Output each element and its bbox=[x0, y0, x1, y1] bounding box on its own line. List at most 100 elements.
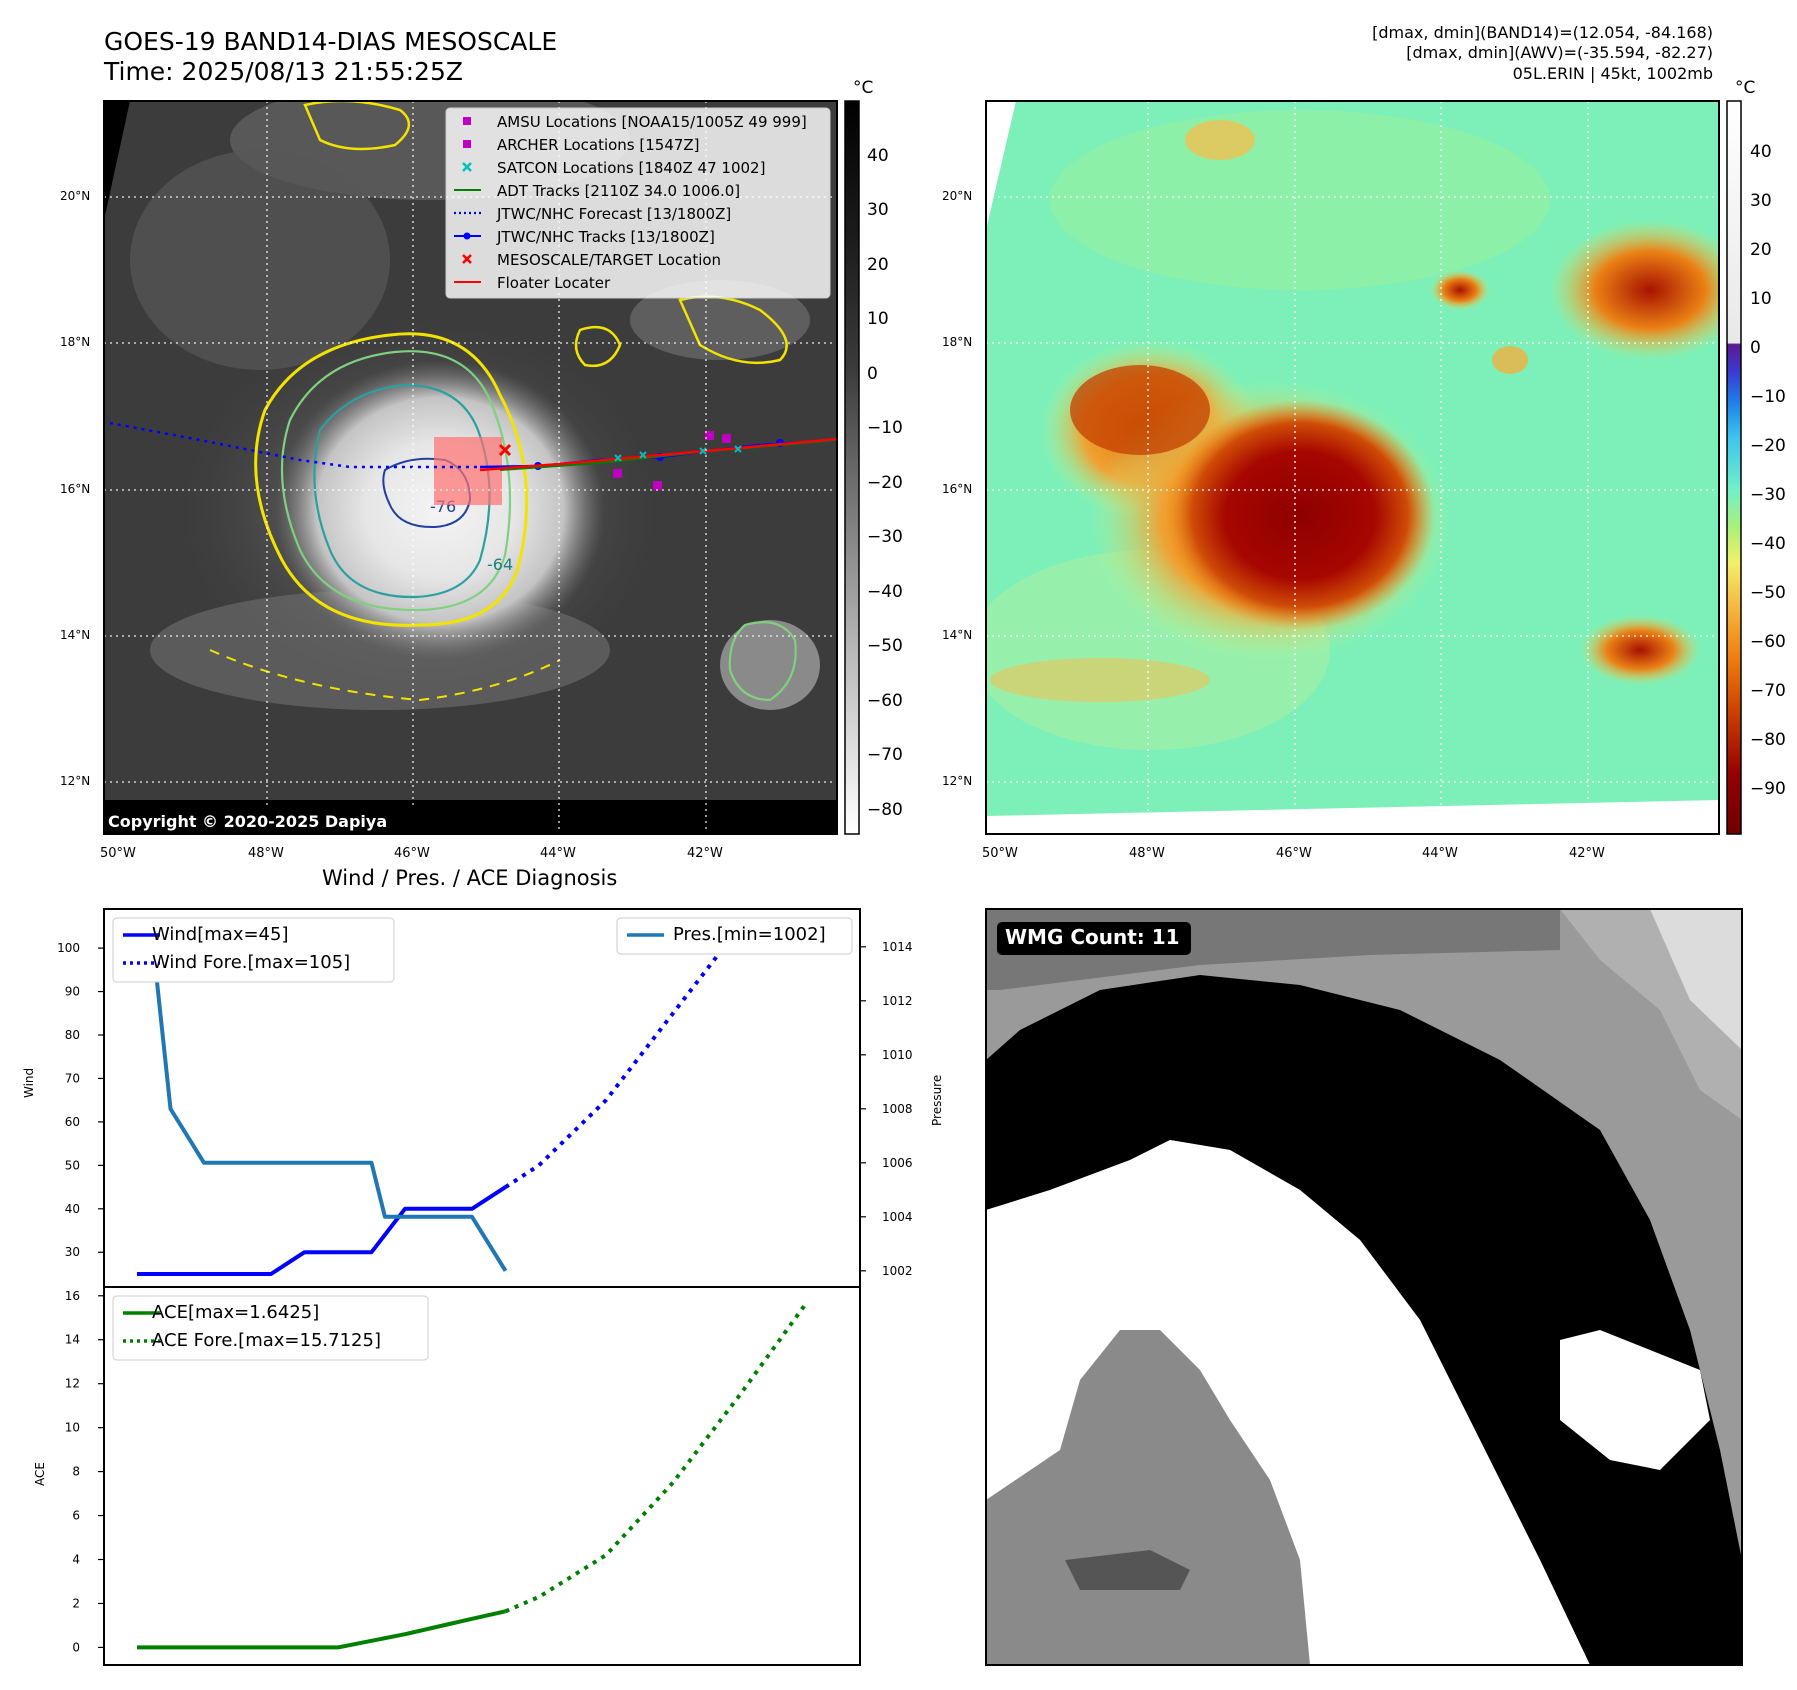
ir-cbar-tick: −10 bbox=[867, 418, 903, 438]
y-tick-label: 10 bbox=[65, 1421, 80, 1435]
wmg-count-label: WMG Count: 11 bbox=[1005, 925, 1180, 949]
ace-legend bbox=[112, 1295, 429, 1361]
lon-label: 48°W bbox=[248, 846, 284, 861]
lat-label: 18°N bbox=[60, 335, 91, 349]
lon-label: 44°W bbox=[1422, 846, 1458, 861]
awv-cbar-tick: −30 bbox=[1750, 485, 1786, 505]
mesoscale-target-marker bbox=[498, 443, 512, 457]
lon-label: 50°W bbox=[100, 846, 136, 861]
diagnosis-title: Wind / Pres. / ACE Diagnosis bbox=[322, 866, 618, 890]
main-title: GOES-19 BAND14-DIAS MESOSCALE bbox=[104, 27, 558, 56]
satcon-markers bbox=[614, 445, 742, 462]
awv-cbar-tick: 0 bbox=[1750, 338, 1761, 358]
y-tick-label: 80 bbox=[65, 1028, 80, 1042]
y2-tick-label: 1010 bbox=[882, 1048, 913, 1062]
series-line bbox=[504, 924, 807, 1189]
y-tick-label: 100 bbox=[57, 941, 80, 955]
y-tick-label: 12 bbox=[65, 1377, 80, 1391]
ir-cbar-tick: −80 bbox=[867, 800, 903, 820]
y2-tick-label: 1006 bbox=[882, 1156, 913, 1170]
ir-cbar-tick: −50 bbox=[867, 636, 903, 656]
awv-cbar-tick: −40 bbox=[1750, 534, 1786, 554]
lat-label: 12°N bbox=[60, 774, 91, 788]
y2-tick-label: 1004 bbox=[882, 1210, 913, 1224]
legend-jtwc-forecast: JTWC/NHC Forecast [13/1800Z] bbox=[497, 205, 732, 223]
awv-cbar-tick: 40 bbox=[1750, 142, 1772, 162]
awv-cbar-tick: −20 bbox=[1750, 436, 1786, 456]
lat-label: 18°N bbox=[942, 335, 973, 349]
legend-satcon: SATCON Locations [1840Z 47 1002] bbox=[497, 159, 766, 177]
map-legend bbox=[445, 107, 831, 299]
awv-cbar-tick: −10 bbox=[1750, 387, 1786, 407]
floater-locater bbox=[479, 437, 837, 472]
legend-wind: Wind[max=45] bbox=[152, 924, 289, 945]
y-tick-label: 60 bbox=[65, 1115, 80, 1129]
y2-tick-label: 1008 bbox=[882, 1102, 913, 1116]
copyright-label: Copyright © 2020-2025 Dapiya bbox=[108, 812, 388, 831]
y2-tick-label: 1014 bbox=[882, 940, 913, 954]
awv-cbar-tick: −70 bbox=[1750, 681, 1786, 701]
y-tick-label: 50 bbox=[65, 1158, 80, 1172]
contour-label-64: -64 bbox=[487, 555, 513, 574]
ir-cbar-tick: 20 bbox=[867, 255, 889, 275]
wind-axis-label: Wind bbox=[22, 1067, 36, 1098]
lon-label: 42°W bbox=[687, 846, 723, 861]
lon-label: 44°W bbox=[540, 846, 576, 861]
awv-range: [dmax, dmin](AWV)=(-35.594, -82.27) bbox=[1406, 43, 1713, 62]
y-tick-label: 4 bbox=[72, 1553, 80, 1567]
lon-label: 46°W bbox=[394, 846, 430, 861]
y2-tick-label: 1002 bbox=[882, 1264, 913, 1278]
ir-cbar-tick: 10 bbox=[867, 309, 889, 329]
ir-map-imagery: -76 -64 bbox=[104, 101, 837, 834]
legend-archer: ARCHER Locations [1547Z] bbox=[497, 136, 700, 154]
awv-colorbar bbox=[1726, 100, 1742, 835]
y-tick-label: 0 bbox=[72, 1640, 80, 1654]
awv-map-grid bbox=[986, 101, 1719, 834]
lat-label: 14°N bbox=[60, 628, 91, 642]
awv-cbar-tick: −80 bbox=[1750, 730, 1786, 750]
awv-map-imagery bbox=[986, 101, 1719, 834]
legend-amsu: AMSU Locations [NOAA15/1005Z 49 999] bbox=[497, 113, 807, 131]
legend-jtwc-tracks: JTWC/NHC Tracks [13/1800Z] bbox=[497, 228, 715, 246]
y-tick-label: 70 bbox=[65, 1071, 80, 1085]
band14-range: [dmax, dmin](BAND14)=(12.054, -84.168) bbox=[1372, 23, 1713, 42]
series-line bbox=[137, 1609, 506, 1650]
awv-cbar-tick: −90 bbox=[1750, 779, 1786, 799]
series-line bbox=[137, 1185, 507, 1276]
wmg-imagery bbox=[986, 909, 1742, 1665]
lat-label: 16°N bbox=[942, 482, 973, 496]
pressure-legend bbox=[616, 917, 853, 955]
awv-cbar-tick: −60 bbox=[1750, 632, 1786, 652]
ir-cbar-tick: −20 bbox=[867, 473, 903, 493]
ace-axis-label: ACE bbox=[33, 1462, 47, 1486]
awv-cbar-tick: 10 bbox=[1750, 289, 1772, 309]
legend-ace-forecast: ACE Fore.[max=15.7125] bbox=[152, 1330, 381, 1351]
y-tick-label: 16 bbox=[65, 1289, 80, 1303]
legend-wind-forecast: Wind Fore.[max=105] bbox=[152, 952, 351, 973]
awv-colorbar-unit: °C bbox=[1735, 78, 1756, 98]
awv-cbar-tick: 30 bbox=[1750, 191, 1772, 211]
y-tick-label: 2 bbox=[72, 1596, 80, 1610]
legend-mesoscale-target: MESOSCALE/TARGET Location bbox=[497, 251, 722, 269]
copyright-box bbox=[104, 807, 424, 833]
ir-colorbar bbox=[844, 100, 860, 835]
series-line bbox=[504, 1300, 809, 1614]
floater-box bbox=[434, 437, 502, 505]
ir-cbar-tick: 30 bbox=[867, 200, 889, 220]
ir-colorbar-unit: °C bbox=[853, 78, 874, 98]
y2-tick-label: 1012 bbox=[882, 994, 913, 1008]
ir-cbar-tick: −60 bbox=[867, 691, 903, 711]
y-tick-label: 8 bbox=[72, 1465, 80, 1479]
lat-label: 16°N bbox=[60, 482, 91, 496]
ir-cbar-tick: 0 bbox=[867, 364, 878, 384]
lat-label: 20°N bbox=[942, 189, 973, 203]
amsu-archer-markers bbox=[613, 431, 731, 490]
ir-cbar-tick: −40 bbox=[867, 582, 903, 602]
lon-label: 48°W bbox=[1129, 846, 1165, 861]
legend-floater: Floater Locater bbox=[497, 274, 611, 292]
lon-label: 46°W bbox=[1276, 846, 1312, 861]
lon-label: 42°W bbox=[1569, 846, 1605, 861]
y-tick-label: 30 bbox=[65, 1245, 80, 1259]
ir-cbar-tick: −70 bbox=[867, 745, 903, 765]
